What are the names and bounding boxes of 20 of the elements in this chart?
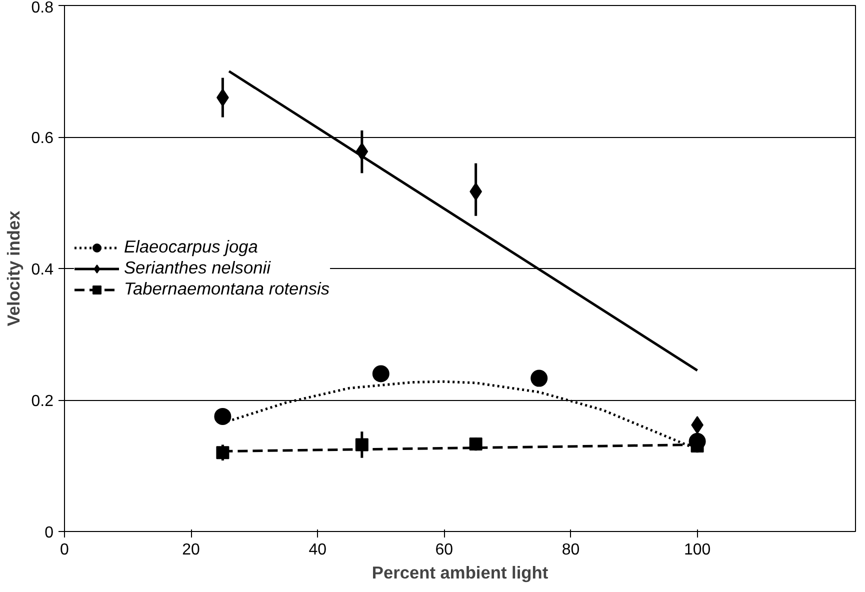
- x-tick-label: 40: [308, 542, 327, 558]
- x-tick-label: 100: [684, 542, 711, 558]
- y-tick-label: 0: [44, 524, 54, 542]
- y-tick-label: 0.6: [31, 130, 54, 147]
- x-tick-label: 80: [562, 542, 580, 558]
- x-tick-label: 20: [182, 542, 200, 558]
- y-tick-label: 0.8: [31, 0, 54, 16]
- point: [530, 370, 548, 387]
- point: [214, 408, 232, 425]
- point: [216, 446, 230, 460]
- legend-label: Elaeocarpus joga: [124, 236, 258, 258]
- y-tick-label: 0.4: [31, 262, 54, 278]
- x-tick-label: 60: [435, 542, 454, 558]
- y-tick-label: 0.2: [31, 393, 54, 410]
- legend-label: Serianthes nelsonii: [124, 258, 270, 278]
- x-axis-title: Percent ambient light: [372, 562, 548, 582]
- y-axis-title: Velocity index: [3, 210, 24, 326]
- point: [372, 365, 390, 382]
- legend-label: Tabernaemontana rotensis: [124, 278, 330, 300]
- x-tick-label: 0: [60, 542, 70, 558]
